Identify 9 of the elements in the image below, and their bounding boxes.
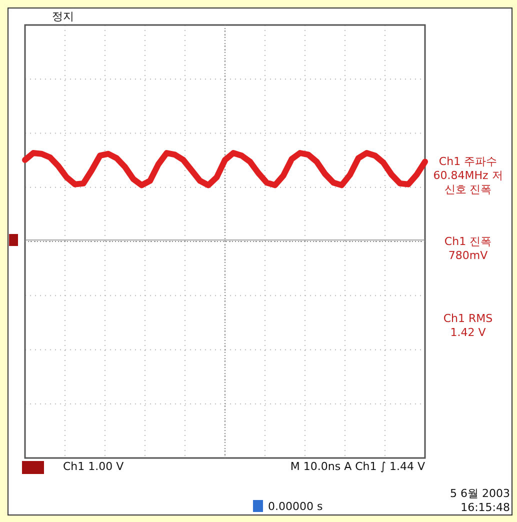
text: Ch1 주파수 60.84MHz 저 신호 진폭 — [433, 155, 503, 196]
text: Ch1 1.00 V — [63, 460, 124, 473]
text: Ch1 RMS 1.42 V — [443, 312, 493, 339]
text: M 10.0ns A Ch1 ∫ 1.44 V — [290, 460, 426, 473]
text: 16:15:48 — [460, 501, 510, 514]
text: Ch1 진폭 780mV — [444, 235, 492, 262]
text: 0.00000 s — [268, 500, 323, 513]
text: 5 6월 2003 — [450, 487, 510, 500]
text: 정지 — [52, 10, 74, 23]
